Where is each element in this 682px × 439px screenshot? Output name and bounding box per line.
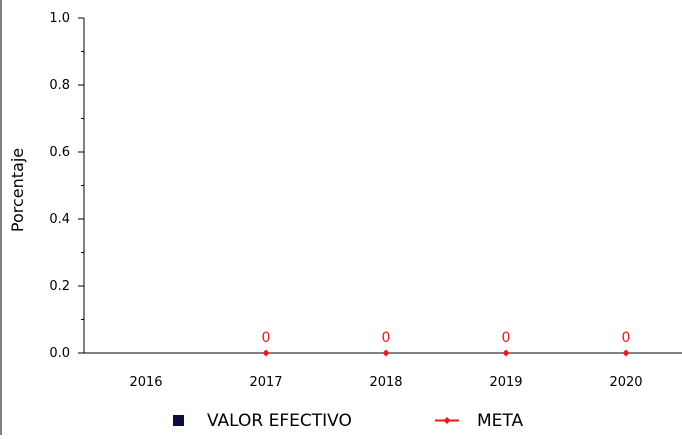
y-axis-title: Porcentaje bbox=[8, 148, 27, 232]
series-layer: 0 0 0 0 bbox=[262, 330, 631, 357]
meta-data-label: 0 bbox=[262, 330, 271, 346]
meta-point bbox=[382, 349, 390, 357]
x-tick-label: 2017 bbox=[249, 375, 282, 390]
meta-point bbox=[622, 349, 630, 357]
legend-meta-label: META bbox=[477, 411, 523, 431]
x-tick-label: 2016 bbox=[129, 375, 162, 390]
x-tick-label: 2020 bbox=[609, 375, 642, 390]
legend-meta-marker bbox=[443, 417, 451, 424]
meta-point bbox=[502, 349, 510, 357]
y-tick-label: 0.6 bbox=[49, 145, 70, 160]
meta-point bbox=[262, 349, 270, 357]
legend-valor-efectivo-swatch bbox=[173, 415, 184, 426]
legend-valor-efectivo-label: VALOR EFECTIVO bbox=[207, 411, 352, 431]
meta-data-label: 0 bbox=[382, 330, 391, 346]
meta-data-label: 0 bbox=[502, 330, 511, 346]
y-tick-label: 0.8 bbox=[49, 78, 70, 93]
x-ticks: 2016 2017 2018 2019 2020 bbox=[129, 375, 642, 390]
x-tick-label: 2018 bbox=[369, 375, 402, 390]
y-tick-label: 0.0 bbox=[49, 346, 70, 361]
meta-data-label: 0 bbox=[622, 330, 631, 346]
x-tick-label: 2019 bbox=[489, 375, 522, 390]
legend: VALOR EFECTIVO META bbox=[173, 411, 523, 431]
y-ticks: 0.0 0.2 0.4 0.6 0.8 1.0 bbox=[49, 11, 84, 361]
y-tick-label: 1.0 bbox=[49, 11, 70, 26]
y-tick-label: 0.4 bbox=[49, 212, 70, 227]
y-tick-label: 0.2 bbox=[49, 279, 70, 294]
